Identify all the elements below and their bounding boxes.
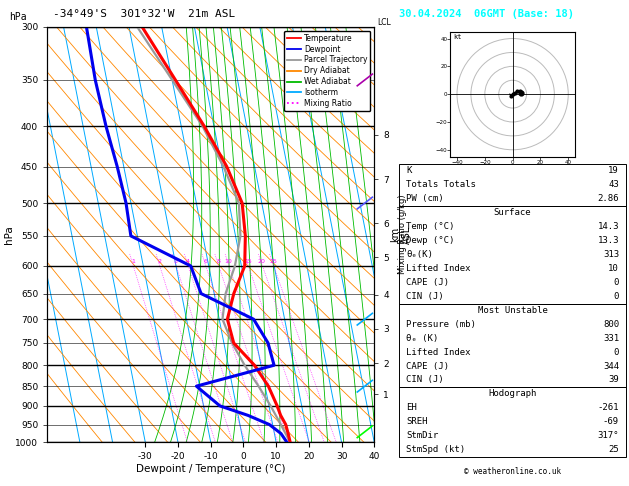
- Text: 344: 344: [603, 362, 619, 370]
- Text: 14.3: 14.3: [598, 222, 619, 231]
- Text: LCL: LCL: [377, 17, 391, 27]
- Bar: [399, 387, 626, 457]
- Bar: [399, 206, 626, 304]
- Text: Lifted Index: Lifted Index: [406, 264, 470, 273]
- Text: 8: 8: [216, 259, 220, 264]
- Text: 331: 331: [603, 333, 619, 343]
- Text: θₑ (K): θₑ (K): [406, 333, 438, 343]
- Text: 19: 19: [608, 166, 619, 175]
- Text: 6: 6: [203, 259, 207, 264]
- Text: Hodograph: Hodograph: [489, 389, 537, 399]
- Text: θₑ(K): θₑ(K): [406, 250, 433, 259]
- Text: 1: 1: [131, 259, 135, 264]
- Text: CIN (J): CIN (J): [406, 292, 444, 301]
- Text: kt: kt: [453, 35, 461, 40]
- Text: PW (cm): PW (cm): [406, 194, 444, 203]
- Text: 43: 43: [608, 180, 619, 189]
- Text: Mixing Ratio (g/kg): Mixing Ratio (g/kg): [398, 195, 407, 274]
- Text: K: K: [406, 166, 411, 175]
- Text: 10: 10: [225, 259, 232, 264]
- Text: 39: 39: [608, 376, 619, 384]
- Text: Dewp (°C): Dewp (°C): [406, 236, 455, 245]
- Text: hPa: hPa: [9, 12, 27, 22]
- Legend: Temperature, Dewpoint, Parcel Trajectory, Dry Adiabat, Wet Adiabat, Isotherm, Mi: Temperature, Dewpoint, Parcel Trajectory…: [284, 31, 370, 111]
- Text: 10: 10: [608, 264, 619, 273]
- Text: CAPE (J): CAPE (J): [406, 278, 449, 287]
- Text: 25: 25: [269, 259, 277, 264]
- X-axis label: Dewpoint / Temperature (°C): Dewpoint / Temperature (°C): [136, 464, 286, 474]
- Text: StmSpd (kt): StmSpd (kt): [406, 445, 465, 454]
- Text: Pressure (mb): Pressure (mb): [406, 320, 476, 329]
- Text: 3: 3: [174, 259, 177, 264]
- Text: Temp (°C): Temp (°C): [406, 222, 455, 231]
- Text: -34°49'S  301°32'W  21m ASL: -34°49'S 301°32'W 21m ASL: [53, 9, 236, 19]
- Text: 13.3: 13.3: [598, 236, 619, 245]
- Text: StmDir: StmDir: [406, 432, 438, 440]
- Bar: [399, 304, 626, 387]
- Text: 0: 0: [614, 347, 619, 357]
- Text: 800: 800: [603, 320, 619, 329]
- Text: 20: 20: [258, 259, 266, 264]
- Text: 2: 2: [157, 259, 161, 264]
- Text: 2.86: 2.86: [598, 194, 619, 203]
- Y-axis label: hPa: hPa: [4, 225, 14, 244]
- Text: Most Unstable: Most Unstable: [477, 306, 548, 315]
- Y-axis label: km
ASL: km ASL: [391, 226, 412, 243]
- Text: Surface: Surface: [494, 208, 532, 217]
- Text: -261: -261: [598, 403, 619, 413]
- Text: 30.04.2024  06GMT (Base: 18): 30.04.2024 06GMT (Base: 18): [399, 9, 574, 19]
- Text: EH: EH: [406, 403, 417, 413]
- Text: 317°: 317°: [598, 432, 619, 440]
- Bar: [399, 164, 626, 206]
- Text: Lifted Index: Lifted Index: [406, 347, 470, 357]
- Text: CIN (J): CIN (J): [406, 376, 444, 384]
- Text: -69: -69: [603, 417, 619, 426]
- Text: 15: 15: [244, 259, 252, 264]
- Text: CAPE (J): CAPE (J): [406, 362, 449, 370]
- Text: Totals Totals: Totals Totals: [406, 180, 476, 189]
- Text: 313: 313: [603, 250, 619, 259]
- Text: 25: 25: [608, 445, 619, 454]
- Text: 4: 4: [186, 259, 190, 264]
- Text: 0: 0: [614, 292, 619, 301]
- Text: © weatheronline.co.uk: © weatheronline.co.uk: [464, 467, 561, 476]
- Text: 0: 0: [614, 278, 619, 287]
- Text: SREH: SREH: [406, 417, 428, 426]
